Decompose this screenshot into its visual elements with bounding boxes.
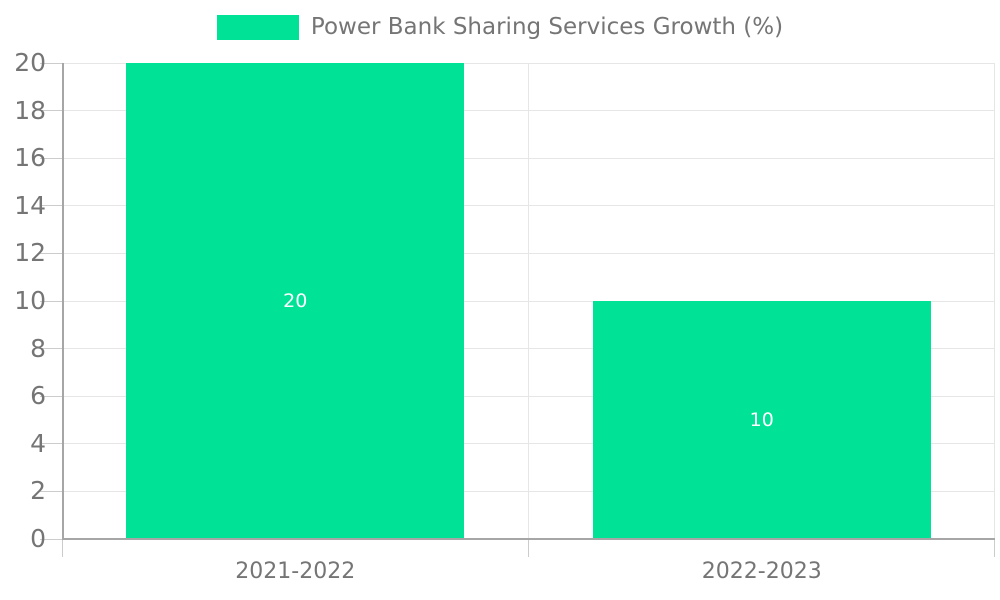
x-axis-tick xyxy=(61,539,63,557)
x-axis-tick xyxy=(528,539,529,557)
bar-value-label: 10 xyxy=(749,409,774,431)
y-axis-tick-label: 20 xyxy=(14,48,46,77)
plot-area: 20 10 xyxy=(40,62,995,557)
x-axis-line xyxy=(62,538,995,540)
y-axis-tick xyxy=(40,62,62,64)
x-axis-tick xyxy=(993,539,995,557)
x-axis-category-label: 2022-2023 xyxy=(701,559,822,584)
y-axis-tick-label: 4 xyxy=(30,428,46,458)
y-axis-tick xyxy=(40,538,62,540)
y-axis-tick xyxy=(40,395,62,397)
y-axis-tick-label: 8 xyxy=(30,333,46,363)
y-axis-tick xyxy=(40,205,62,207)
chart-legend: Power Bank Sharing Services Growth (%) xyxy=(0,14,1000,40)
y-axis-line xyxy=(62,63,64,539)
legend-swatch-icon xyxy=(216,14,299,40)
y-axis-tick-label: 0 xyxy=(30,524,46,553)
y-axis-tick-label: 18 xyxy=(14,95,46,125)
y-axis-tick-label: 2 xyxy=(30,476,46,506)
y-axis-tick xyxy=(40,252,62,254)
category-gridline xyxy=(528,63,529,539)
y-axis-tick xyxy=(40,490,62,492)
bar-2022-2023 xyxy=(592,301,931,539)
y-axis-tick-label: 16 xyxy=(14,143,46,173)
y-axis-tick xyxy=(40,300,62,302)
y-axis-tick-label: 14 xyxy=(14,190,46,220)
y-axis-tick xyxy=(40,443,62,445)
plot-right-border xyxy=(994,63,995,539)
y-axis-tick xyxy=(40,157,62,159)
x-axis-category-label: 2021-2022 xyxy=(235,559,356,584)
y-axis-tick xyxy=(40,348,62,350)
y-axis-tick-label: 6 xyxy=(30,381,46,411)
y-axis-tick xyxy=(40,110,62,112)
bar-2021-2022 xyxy=(126,63,465,539)
y-axis-tick-label: 10 xyxy=(14,286,46,315)
bar-value-label: 20 xyxy=(283,290,308,312)
y-axis-tick-label: 12 xyxy=(14,238,46,268)
legend-label: Power Bank Sharing Services Growth (%) xyxy=(310,14,784,40)
